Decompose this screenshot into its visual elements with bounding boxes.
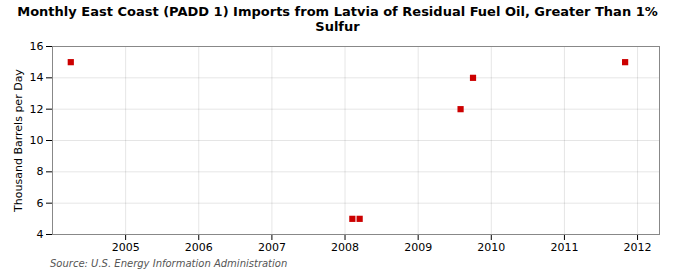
svg-text:Thousand Barrels per Day: Thousand Barrels per Day [12,69,25,213]
svg-text:2005: 2005 [112,241,140,254]
svg-text:2011: 2011 [550,241,578,254]
svg-text:2009: 2009 [404,241,432,254]
svg-text:2008: 2008 [331,241,359,254]
svg-text:2012: 2012 [624,241,652,254]
svg-text:6: 6 [37,197,44,210]
html-text:Source: U.S. Energy Informatio: Source: U.S. Energy Information Administ… [50,258,288,269]
svg-text:2006: 2006 [185,241,213,254]
svg-text:12: 12 [30,103,44,116]
svg-text:4: 4 [37,228,44,241]
html-text:Monthly East Coast (PADD 1) Im: Monthly East Coast (PADD 1) Imports from… [17,4,658,34]
svg-text:16: 16 [30,40,44,53]
svg-text:8: 8 [37,165,44,178]
svg-text:10: 10 [30,134,44,147]
svg-text:2010: 2010 [477,241,505,254]
svg-text:14: 14 [30,71,44,84]
svg-text:2007: 2007 [258,241,286,254]
